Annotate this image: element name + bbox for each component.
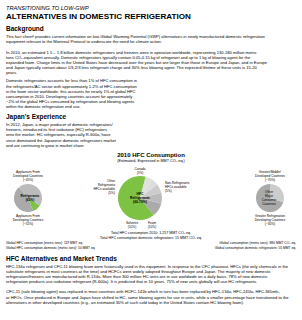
svg-text:(~55%): (~55%)	[23, 222, 33, 226]
svg-text:(Estimated, Expressed in MMT C: (Estimated, Expressed in MMT CO₂ eq.)	[117, 159, 185, 163]
svg-text:(5%): (5%)	[137, 171, 144, 175]
svg-text:Non-Refrigerants: Non-Refrigerants	[165, 181, 190, 185]
svg-text:In 2010, an estimated 1.5 – 1.: In 2010, an estimated 1.5 – 1.8 billion …	[6, 49, 257, 55]
svg-text:Refrigerants: Refrigerants	[20, 194, 40, 198]
svg-text:Developing Countries: Developing Countries	[254, 218, 286, 222]
svg-text:Other: Other	[265, 190, 273, 194]
svg-text:Developed Countries: Developed Countries	[255, 174, 285, 178]
svg-text:Countries: Countries	[262, 202, 276, 206]
svg-text:(5%): (5%)	[165, 189, 172, 193]
svg-text:refrigeration products use iso: refrigeration products use isobutane ref…	[6, 279, 257, 284]
svg-text:Global consumption domestic re: Global consumption domestic refrigerator…	[215, 246, 296, 250]
svg-text:and are continuing to grow in: and are continuing to grow in market sha…	[6, 143, 85, 148]
svg-text:HFCs available: HFCs available	[165, 185, 187, 189]
svg-text:Major: Major	[265, 194, 273, 198]
svg-text:This fact sheet¹ provides curr: This fact sheet¹ provides current inform…	[6, 34, 265, 40]
svg-text:consumption in 2010. Developin: consumption in 2010. Developing countrie…	[6, 93, 133, 99]
svg-text:or HFOs. Once produced in Euro: or HFOs. Once produced in Europe and Jap…	[6, 294, 289, 300]
svg-text:2010 HFC Consumption: 2010 HFC Consumption	[117, 152, 185, 158]
svg-text:(60-70%): (60-70%)	[133, 200, 147, 204]
svg-text:(10%): (10%)	[128, 225, 137, 229]
svg-text:expanded foam. Charge limits i: expanded foam. Charge limits in the Unit…	[6, 59, 267, 65]
svg-text:In 2012, Japan, a major produc: In 2012, Japan, a major producer of dome…	[6, 122, 113, 128]
svg-text:Developed Countries: Developed Countries	[13, 174, 43, 178]
svg-text:freezers, introduced its first: freezers, introduced its first isobutane…	[6, 127, 107, 133]
svg-text:HFC-134a refrigerant and CFC-1: HFC-134a refrigerant and CFC-11 blowing …	[6, 263, 289, 269]
svg-text:Refrigerants: Refrigerants	[97, 183, 115, 187]
svg-text:Refrigerants: Refrigerants	[130, 196, 150, 200]
svg-text:HFC: HFC	[136, 191, 144, 196]
svg-text:HFCs available: HFCs available	[93, 187, 115, 191]
svg-text:Other: Other	[107, 179, 115, 183]
svg-text:Foam: Foam	[147, 221, 157, 225]
svg-text:Japan's Experience: Japan's Experience	[6, 113, 67, 121]
svg-text:Greater/Middle/: Greater/Middle/	[259, 170, 281, 174]
svg-text:TRANSITIONING TO LOW-GWP: TRANSITIONING TO LOW-GWP	[6, 5, 89, 11]
svg-text:Appliances From: Appliances From	[16, 170, 40, 174]
svg-text:in the foam sector worldwide;: in the foam sector worldwide; this accou…	[6, 88, 136, 94]
svg-text:Solvents: Solvents	[125, 221, 139, 225]
svg-text:Global HFC consumption (metric: Global HFC consumption (metric tons): 11…	[6, 241, 83, 245]
svg-text:Canada: Canada	[134, 167, 146, 171]
svg-text:onto the market. HC refrigeran: onto the market. HC refrigerants, especi…	[6, 132, 111, 138]
svg-text:Background: Background	[6, 25, 44, 33]
svg-text:(65%): (65%)	[26, 198, 35, 202]
svg-text:~2% of the global HFCs consume: ~2% of the global HFCs consumed by refri…	[6, 99, 135, 104]
svg-text:(10%): (10%)	[148, 225, 157, 229]
svg-text:Developing Countries: Developing Countries	[12, 218, 44, 222]
svg-text:Domestic refrigerators account: Domestic refrigerators accounts for less…	[6, 78, 138, 84]
svg-text:tons CO₂-equivalent annually.: tons CO₂-equivalent annually. Domestic r…	[6, 54, 251, 60]
svg-text:(~30%): (~30%)	[265, 222, 275, 226]
svg-text:years.: years.	[6, 70, 17, 75]
svg-text:Appliances From: Appliances From	[16, 214, 40, 218]
svg-text:CFC-11 (sole blowing agent) wa: CFC-11 (sole blowing agent) was replaced…	[6, 289, 280, 295]
svg-text:equipment relevant to the Mont: equipment relevant to the Montreal Proto…	[6, 39, 162, 44]
svg-text:(~70%): (~70%)	[265, 178, 275, 182]
svg-text:Global HFC consumption domesti: Global HFC consumption domestic (metric …	[6, 246, 96, 250]
svg-text:Global consumption (metric ton: Global consumption (metric tons): 880 MM…	[219, 241, 296, 245]
svg-text:(~45%): (~45%)	[23, 178, 33, 182]
svg-text:alternatives in other develope: alternatives in other developed countrie…	[6, 300, 244, 305]
svg-text:(5%): (5%)	[108, 191, 115, 195]
svg-text:within the domestic refrigerat: within the domestic refrigeration end us…	[6, 104, 81, 109]
svg-text:ALTERNATIVES IN DOMESTIC REFRI: ALTERNATIVES IN DOMESTIC REFRIGERATION	[6, 12, 191, 21]
svg-text:Consumer: Consumer	[261, 198, 277, 202]
svg-text:refrigerators/freezers are man: refrigerators/freezers are manufactured …	[6, 274, 268, 280]
svg-text:HFC Alternatives and Market Tr: HFC Alternatives and Market Trends	[6, 255, 117, 262]
svg-text:Total HFC consumption 2010: 1,: Total HFC consumption 2010: 1,257 MMT CO…	[111, 231, 191, 235]
svg-text:since dominated the Japanese d: since dominated the Japanese domestic re…	[6, 137, 116, 143]
svg-text:and Japan typically contain ab: and Japan typically contain about 1/3-2/…	[6, 65, 257, 70]
svg-text:the refrigerants/AC sector wit: the refrigerants/AC sector with approxim…	[6, 83, 137, 89]
svg-text:substitute refrigerants in mos: substitute refrigerants in most countrie…	[6, 268, 271, 274]
svg-text:Total HFC consumption domestic: Total HFC consumption domestic refrigera…	[100, 236, 202, 240]
svg-text:Greater Refrigeration: Greater Refrigeration	[255, 214, 285, 218]
